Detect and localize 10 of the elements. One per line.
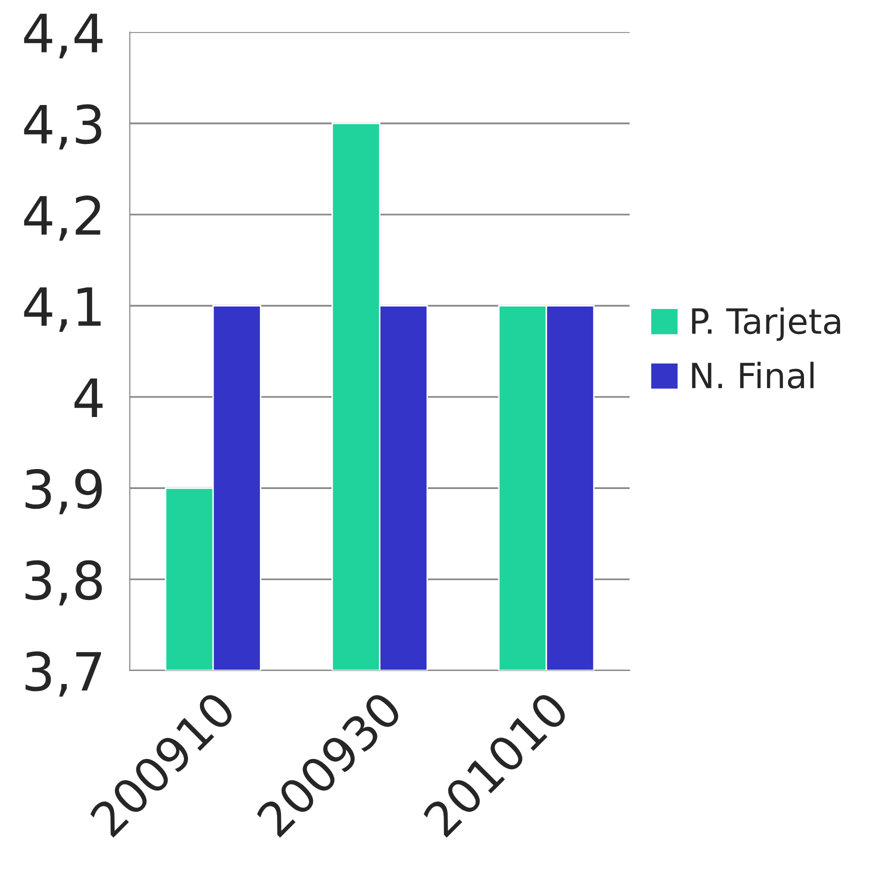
- y-tick-label: 3,8: [26, 560, 102, 606]
- y-tick-label: 4,4: [24, 14, 103, 58]
- y-tick-label: 3,9: [26, 469, 102, 514]
- legend-label: P. Tarjeta: [692, 307, 840, 341]
- y-tick-label: 4,3: [24, 104, 102, 150]
- y-tick-label: 3,7: [26, 651, 101, 697]
- y-tick-label: 4,1: [24, 287, 101, 332]
- y-tick-label: 4: [74, 378, 103, 417]
- legend-label: N. Final: [692, 362, 814, 389]
- y-tick-label: 4,2: [24, 195, 100, 241]
